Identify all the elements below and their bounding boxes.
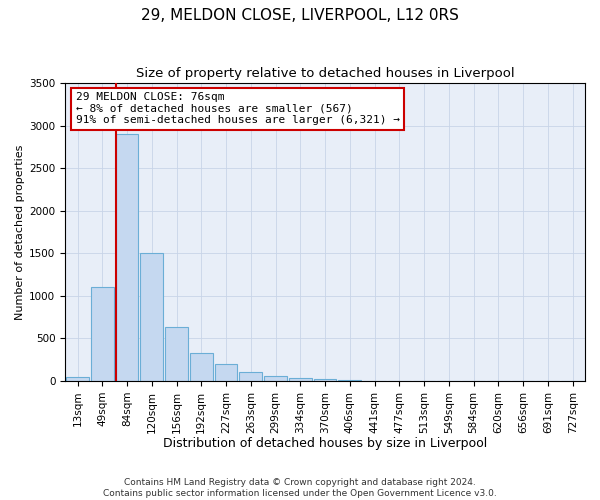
Bar [190,353,212,381]
Bar [165,326,188,381]
Bar [289,378,312,381]
Bar [239,372,262,381]
Title: Size of property relative to detached houses in Liverpool: Size of property relative to detached ho… [136,68,514,80]
X-axis label: Distribution of detached houses by size in Liverpool: Distribution of detached houses by size … [163,437,487,450]
Bar [314,380,337,381]
Bar [264,376,287,381]
Bar [116,134,139,381]
Text: 29, MELDON CLOSE, LIVERPOOL, L12 0RS: 29, MELDON CLOSE, LIVERPOOL, L12 0RS [141,8,459,22]
Bar [91,288,113,381]
Text: 29 MELDON CLOSE: 76sqm
← 8% of detached houses are smaller (567)
91% of semi-det: 29 MELDON CLOSE: 76sqm ← 8% of detached … [76,92,400,125]
Bar [66,376,89,381]
Bar [338,380,361,381]
Bar [215,364,238,381]
Bar [140,254,163,381]
Text: Contains HM Land Registry data © Crown copyright and database right 2024.
Contai: Contains HM Land Registry data © Crown c… [103,478,497,498]
Y-axis label: Number of detached properties: Number of detached properties [15,144,25,320]
